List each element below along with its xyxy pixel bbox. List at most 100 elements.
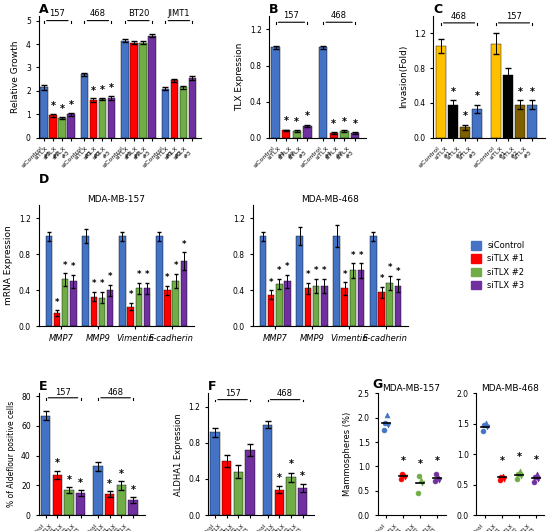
Text: *: *: [395, 267, 400, 276]
Bar: [99, 99, 106, 138]
Y-axis label: TLX Expression: TLX Expression: [235, 42, 244, 111]
Point: [516, 471, 525, 479]
Text: 157: 157: [284, 12, 299, 20]
Text: *: *: [518, 87, 522, 97]
Point: [382, 411, 391, 419]
Bar: [76, 493, 85, 515]
Bar: [491, 44, 501, 138]
Point: [431, 477, 439, 485]
Point: [435, 476, 444, 484]
Text: G: G: [372, 378, 382, 391]
Text: F: F: [208, 380, 217, 393]
Bar: [282, 131, 290, 138]
Point: [418, 479, 427, 487]
Point: [480, 421, 488, 429]
Text: *: *: [499, 456, 504, 466]
Text: *: *: [119, 469, 124, 478]
Text: *: *: [68, 100, 73, 110]
Text: E: E: [39, 380, 47, 393]
Bar: [293, 131, 301, 138]
Text: *: *: [130, 485, 136, 495]
Bar: [130, 43, 138, 138]
Bar: [105, 494, 114, 515]
Bar: [82, 236, 89, 327]
Text: *: *: [534, 455, 538, 465]
Text: 468: 468: [331, 12, 347, 20]
Text: *: *: [379, 274, 384, 283]
Bar: [234, 472, 243, 515]
Y-axis label: Mammospheres (%): Mammospheres (%): [343, 412, 352, 496]
Bar: [340, 131, 349, 138]
Bar: [284, 281, 291, 327]
Bar: [107, 290, 113, 327]
Text: *: *: [450, 87, 455, 97]
Text: *: *: [342, 117, 347, 127]
Text: *: *: [108, 272, 112, 281]
Bar: [90, 100, 97, 138]
Text: *: *: [400, 456, 405, 466]
Text: *: *: [322, 266, 327, 275]
Text: A: A: [39, 3, 48, 16]
Bar: [387, 283, 393, 327]
Bar: [515, 105, 525, 138]
Text: *: *: [277, 473, 282, 483]
Bar: [263, 425, 272, 515]
Text: *: *: [269, 278, 273, 287]
Bar: [52, 475, 62, 515]
Bar: [358, 270, 365, 327]
Point: [530, 477, 538, 486]
Point: [513, 474, 521, 483]
Bar: [162, 89, 169, 138]
Point: [384, 421, 393, 429]
Text: *: *: [63, 261, 68, 270]
Point: [499, 474, 508, 483]
Bar: [58, 118, 65, 138]
Point: [398, 469, 407, 478]
Bar: [274, 490, 284, 515]
Y-axis label: Relative Growth: Relative Growth: [12, 40, 20, 113]
Text: *: *: [71, 262, 76, 271]
Text: *: *: [343, 270, 347, 279]
Text: *: *: [277, 266, 282, 275]
Bar: [128, 306, 134, 327]
Point: [531, 473, 540, 482]
Point: [496, 476, 504, 484]
Y-axis label: % of Aldeflour positive cells: % of Aldeflour positive cells: [7, 401, 15, 507]
Text: BT20: BT20: [128, 9, 149, 18]
Point: [498, 471, 507, 479]
Bar: [271, 47, 280, 138]
Bar: [108, 98, 115, 138]
Bar: [99, 297, 105, 327]
Text: *: *: [294, 117, 299, 127]
Bar: [54, 313, 60, 327]
Bar: [91, 297, 97, 327]
Text: 468: 468: [108, 388, 124, 397]
Bar: [527, 105, 537, 138]
Text: *: *: [100, 279, 104, 288]
Bar: [144, 288, 150, 327]
Text: *: *: [54, 458, 60, 468]
Bar: [342, 288, 348, 327]
Text: *: *: [67, 475, 72, 485]
Bar: [351, 133, 359, 138]
Bar: [460, 127, 470, 138]
Text: 157: 157: [50, 9, 65, 18]
Bar: [164, 290, 170, 327]
Bar: [67, 114, 74, 138]
Bar: [395, 286, 401, 327]
Bar: [321, 286, 328, 327]
Text: B: B: [270, 3, 279, 16]
Bar: [329, 133, 338, 138]
Text: *: *: [351, 251, 355, 260]
Text: *: *: [300, 471, 305, 481]
Title: MDA-MB-157: MDA-MB-157: [383, 383, 441, 392]
Title: MDA-MB-468: MDA-MB-468: [301, 195, 359, 204]
Text: *: *: [182, 240, 186, 249]
Y-axis label: ALDHA1 Expression: ALDHA1 Expression: [174, 413, 183, 495]
Bar: [81, 74, 88, 138]
Text: *: *: [59, 104, 64, 114]
Text: *: *: [530, 87, 535, 97]
Bar: [448, 105, 458, 138]
Point: [534, 474, 542, 483]
Text: *: *: [353, 118, 358, 129]
